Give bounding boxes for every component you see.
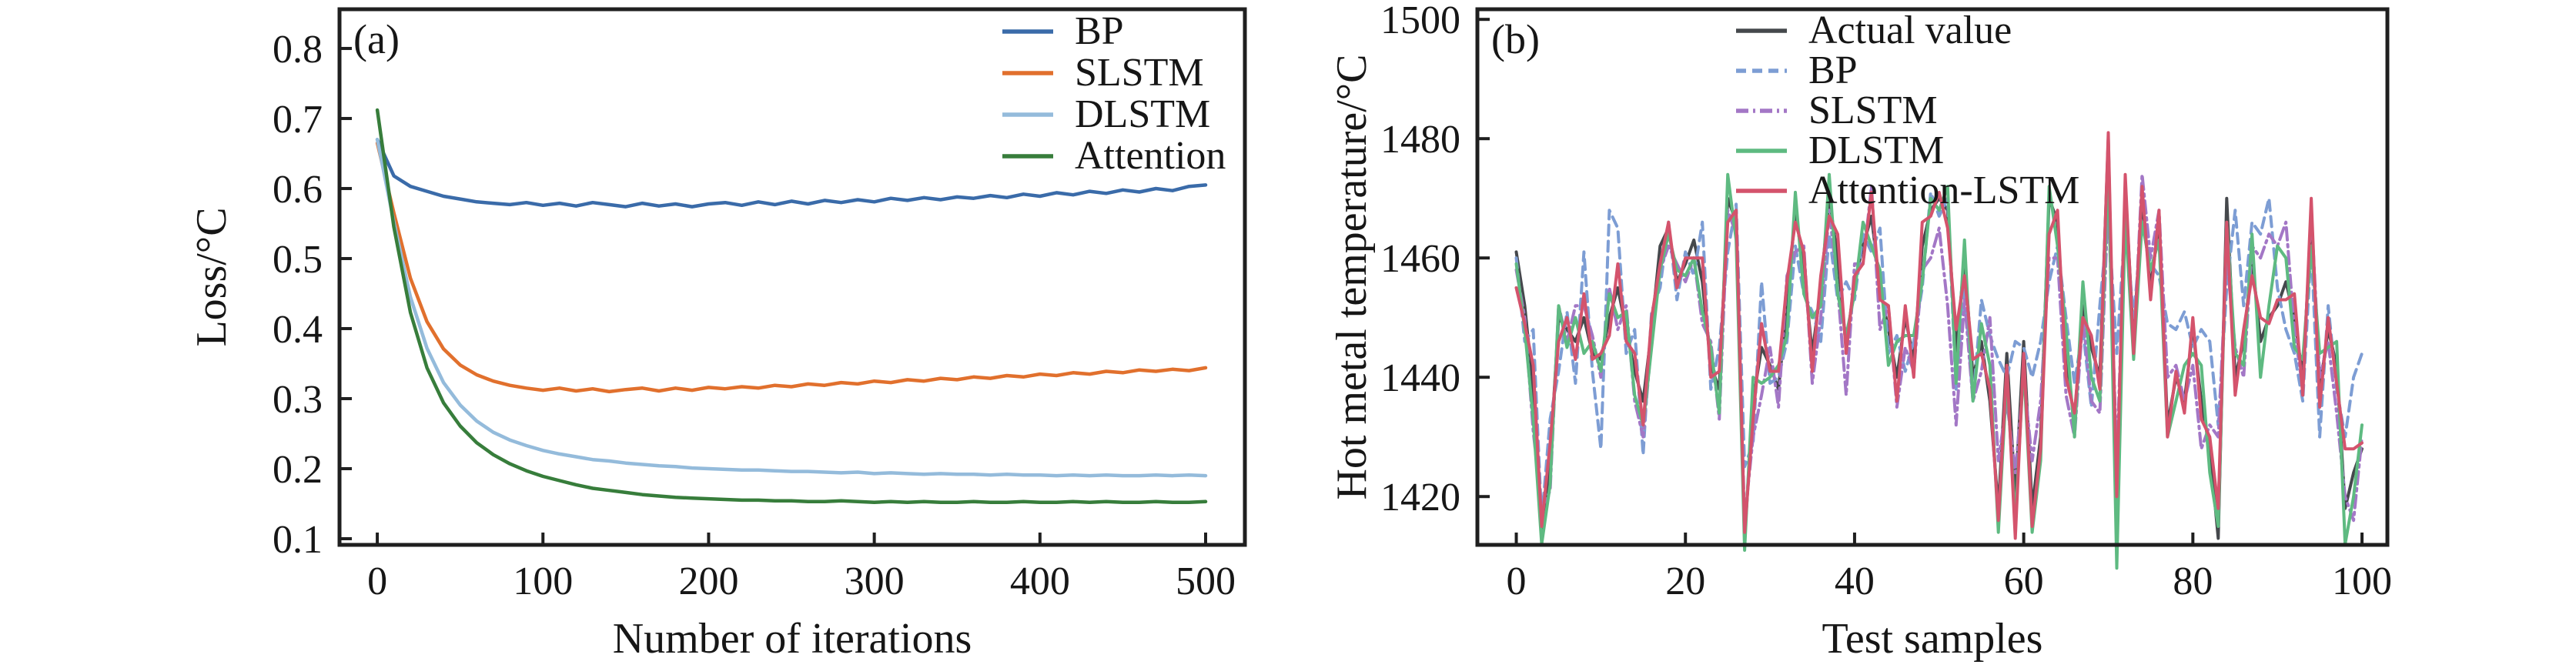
- chart-b-legend: Actual value BP SLSTM DLSTM Attention-LSTM: [1735, 11, 2079, 211]
- y-tick-label-a: 0.5: [273, 238, 323, 282]
- x-tick-label-b: 60: [2004, 559, 2044, 603]
- y-tick-label-a: 0.6: [273, 168, 323, 212]
- x-tick-label-b: 80: [2173, 559, 2213, 603]
- chart-b-panel-label: (b): [1491, 16, 1540, 62]
- legend-item-actual-value: Actual value: [1735, 11, 2079, 51]
- x-tick-label-a: 100: [513, 559, 573, 603]
- legend-label: BP: [1808, 48, 1858, 92]
- y-tick-label-a: 0.8: [273, 28, 323, 72]
- legend-item-slstm: SLSTM: [1001, 52, 1226, 94]
- x-tick-label-a: 400: [1010, 559, 1070, 603]
- legend-swatch-bp-line-icon: [1736, 68, 1787, 73]
- y-tick-label-a: 0.7: [273, 98, 323, 142]
- chart-a-legend: BP SLSTM DLSTM Attention: [1001, 11, 1226, 177]
- legend-label: Attention-LSTM: [1808, 169, 2080, 212]
- chart-a-y-axis-label: Loss/°C: [188, 207, 236, 347]
- legend-item-attention-lstm: Attention-LSTM: [1735, 171, 2079, 211]
- y-tick-label-a: 0.1: [273, 518, 323, 562]
- series-line-dlstm-chart-a: [375, 138, 1208, 478]
- legend-swatch-slstm-line-icon: [1002, 71, 1053, 75]
- x-tick-label-b: 0: [1507, 559, 1527, 603]
- plot-frame-a: [337, 7, 1247, 547]
- series-line-bp-chart-a: [375, 138, 1208, 209]
- legend-label: SLSTM: [1075, 51, 1204, 95]
- y-tick-label-a: 0.4: [273, 308, 323, 352]
- legend-label: DLSTM: [1075, 92, 1211, 136]
- x-tick-label-a: 0: [367, 559, 387, 603]
- legend-swatch-attention-line-icon: [1002, 154, 1053, 159]
- y-tick-label-a: 0.3: [273, 378, 323, 422]
- x-tick-label-a: 300: [845, 559, 905, 603]
- legend-item-dlstm: DLSTM: [1001, 94, 1226, 135]
- legend-item-slstm: SLSTM: [1735, 91, 2079, 131]
- x-tick-label-b: 20: [1665, 559, 1705, 603]
- plot-frame-b: [1475, 7, 2390, 547]
- x-tick-label-b: 100: [2332, 559, 2392, 603]
- series-line-attention-chart-a: [375, 108, 1208, 504]
- legend-label: BP: [1075, 9, 1124, 53]
- chart-b-y-axis-label: Hot metal temperature/°C: [1328, 54, 1376, 500]
- x-tick-label-a: 200: [678, 559, 738, 603]
- legend-item-dlstm: DLSTM: [1735, 131, 2079, 171]
- y-tick-label-b: 1420: [1380, 476, 1460, 519]
- y-tick-label-b: 1460: [1380, 237, 1460, 281]
- legend-item-bp: BP: [1735, 51, 2079, 91]
- x-tick-label-a: 500: [1176, 559, 1236, 603]
- legend-label: DLSTM: [1808, 129, 1945, 172]
- legend-swatch-actual-value-line-icon: [1736, 28, 1787, 33]
- chart-a-panel-label: (a): [353, 16, 400, 62]
- legend-swatch-dlstm-line-icon: [1736, 149, 1787, 153]
- chart-b-x-axis-label: Test samples: [1822, 615, 2043, 663]
- legend-swatch-bp-line-icon: [1002, 29, 1053, 34]
- y-tick-label-a: 0.2: [273, 448, 323, 492]
- legend-item-bp: BP: [1001, 11, 1226, 52]
- legend-swatch-attention-lstm-line-icon: [1736, 189, 1787, 193]
- legend-label: Actual value: [1808, 8, 2012, 52]
- y-tick-label-b: 1480: [1380, 118, 1460, 162]
- y-tick-label-b: 1440: [1380, 356, 1460, 400]
- series-line-slstm-chart-a: [375, 141, 1208, 394]
- legend-label: SLSTM: [1808, 89, 1938, 132]
- legend-swatch-slstm-line-icon: [1736, 109, 1787, 113]
- y-tick-label-b: 1500: [1380, 0, 1460, 42]
- legend-swatch-dlstm-line-icon: [1002, 112, 1053, 117]
- chart-a-x-axis-label: Number of iterations: [612, 615, 972, 663]
- legend-item-attention: Attention: [1001, 135, 1226, 177]
- series-line-attention-lstm-chart-b: [1514, 131, 2364, 540]
- legend-label: Attention: [1075, 134, 1226, 178]
- x-tick-label-b: 40: [1835, 559, 1875, 603]
